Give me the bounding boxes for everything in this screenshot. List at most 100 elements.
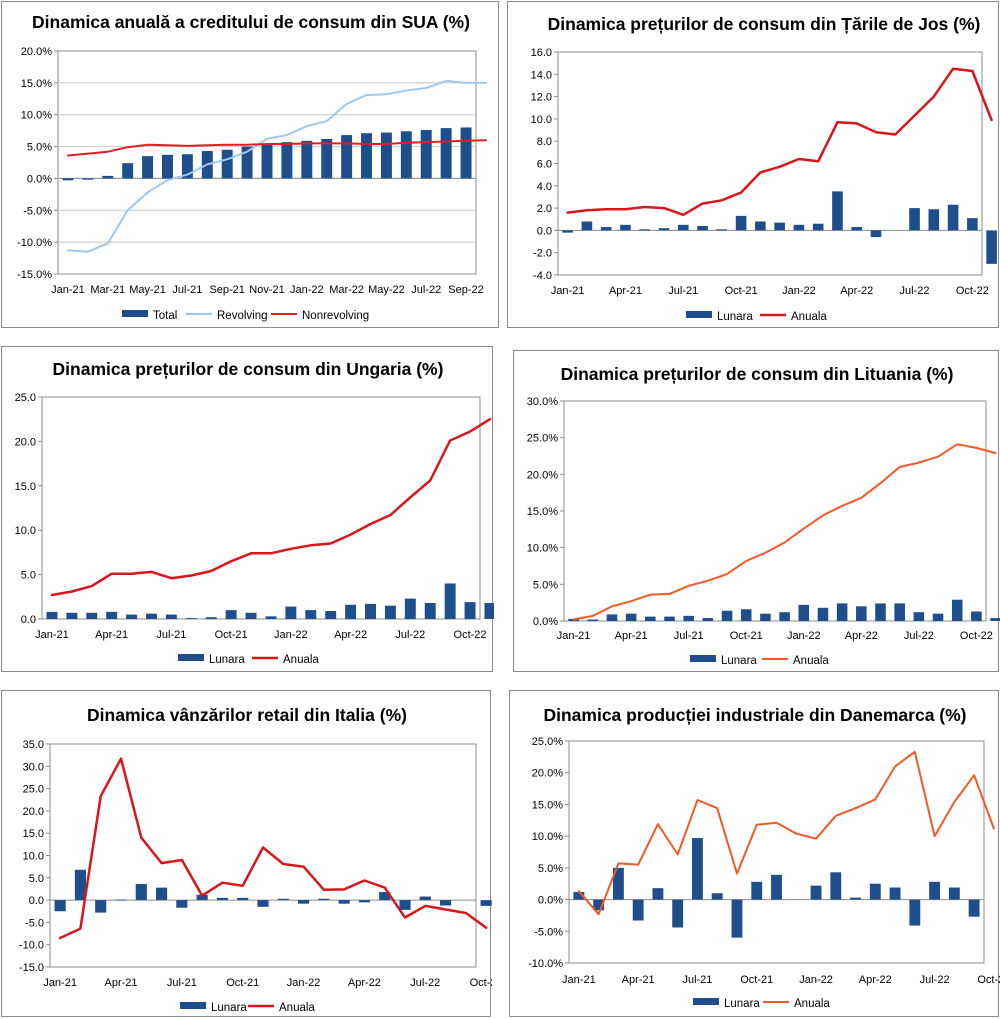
x-tick-label: Oct-21	[730, 630, 763, 642]
bar	[731, 899, 743, 938]
bar	[358, 900, 371, 903]
bar	[894, 603, 905, 621]
y-tick-label: -10.0%	[528, 958, 563, 970]
y-tick-label: 20.0%	[532, 768, 563, 780]
bar	[812, 223, 824, 231]
bar	[606, 614, 618, 621]
bar	[424, 603, 436, 619]
y-tick-label: 14.0	[531, 69, 552, 81]
y-tick-label: 5.0%	[27, 142, 52, 154]
bar	[793, 224, 805, 231]
bar	[573, 891, 585, 900]
x-tick-label: Oct-22	[454, 629, 487, 641]
bar	[735, 215, 747, 231]
x-tick-label: Jul-22	[900, 285, 930, 297]
x-tick-label: Jul-22	[920, 974, 950, 986]
y-tick-label: -4.0	[533, 270, 552, 282]
bar	[281, 142, 293, 179]
x-tick-label: Jan-22	[782, 285, 816, 297]
legend-label: Anuala	[791, 311, 827, 323]
legend: Lunara Anuala	[693, 998, 830, 1010]
bar	[95, 900, 107, 913]
y-tick-label: -2.0	[533, 248, 552, 260]
plot-frame	[563, 400, 987, 622]
bar	[225, 610, 237, 619]
bar	[856, 606, 867, 621]
chart-panel-danemarca: Dinamica producției industriale din Dane…	[509, 690, 1000, 1017]
y-tick-label: 5.0%	[538, 863, 563, 875]
y-tick-label: 20.0	[15, 436, 36, 448]
y-tick-label: 20.0	[23, 806, 44, 818]
bar	[480, 900, 492, 906]
bar	[851, 227, 863, 231]
bar	[102, 175, 114, 179]
chart-title: Dinamica anuală a creditului de consum d…	[32, 12, 470, 32]
bar	[54, 900, 66, 912]
series-line-anuala	[577, 750, 995, 916]
bar	[338, 900, 350, 904]
y-tick-label: 15.0%	[532, 799, 563, 811]
x-tick-label: Apr-22	[840, 285, 873, 297]
bar	[850, 897, 861, 900]
x-tick-label: Mar-22	[329, 284, 364, 296]
y-tick-label: 15.0	[15, 481, 36, 493]
bar	[870, 230, 882, 238]
legend-label: Anuala	[794, 998, 830, 1010]
x-tick-label: Jan-21	[51, 284, 85, 296]
legend-swatch	[693, 998, 719, 1005]
bar	[740, 609, 752, 621]
x-tick-label: Jul-21	[167, 977, 197, 989]
bar	[948, 887, 960, 900]
x-tick-label: May-21	[129, 284, 166, 296]
x-tick-label: Apr-21	[609, 285, 642, 297]
y-tick-label: 0.0	[21, 614, 36, 626]
bar	[612, 867, 624, 900]
bar	[909, 899, 921, 926]
chart-panel-lituania: Dinamica prețurilor de consum din Lituan…	[513, 350, 1000, 672]
bar	[237, 897, 249, 901]
bar	[755, 221, 766, 231]
bar	[658, 228, 670, 231]
y-tick-label: 6.0	[537, 159, 552, 171]
y-tick-label: 0.0%	[27, 173, 52, 185]
bar	[399, 900, 411, 910]
bar	[947, 204, 959, 231]
bar	[257, 900, 269, 907]
legend: Lunara Anuala	[686, 311, 827, 323]
bar	[162, 154, 173, 179]
bar	[600, 227, 612, 231]
plot-area: 25.0% 20.0% 15.0% 10.0% 5.0% 0.0% -5.0% -10.0% J…	[528, 736, 1000, 986]
y-tick-label: -15.0	[19, 962, 44, 974]
bar	[185, 618, 197, 619]
x-tick-label: Jul-22	[411, 284, 441, 296]
bar	[464, 602, 476, 619]
y-tick-label: 25.0%	[527, 433, 558, 445]
y-tick-label: 15.0%	[21, 78, 52, 90]
chart-panel-tarile-de-jos: Dinamica prețurilor de consum din Țările…	[507, 1, 999, 328]
bar	[830, 872, 842, 900]
y-tick-label: 30.0%	[527, 396, 558, 408]
bar	[66, 612, 78, 619]
bar	[115, 899, 127, 901]
bar	[176, 900, 188, 908]
x-tick-label: Oct-22	[977, 974, 1000, 986]
bar	[716, 229, 728, 231]
series-line-anuala	[572, 443, 997, 621]
legend-swatch	[122, 310, 148, 317]
y-tick-label: 10.0	[531, 114, 552, 126]
bar	[444, 583, 456, 619]
bar	[692, 838, 703, 900]
y-tick-label: 25.0%	[532, 736, 563, 748]
y-tick-label: 12.0	[531, 92, 552, 104]
bar	[751, 881, 763, 900]
bar	[86, 612, 98, 619]
plot-frame	[41, 396, 481, 620]
chart-title: Dinamica vânzărilor retail din Italia (%…	[87, 705, 407, 725]
y-tick-label: 10.0%	[21, 110, 52, 122]
bar	[664, 616, 675, 621]
legend: Lunara Anuala	[178, 654, 319, 666]
bar	[774, 222, 785, 231]
series-line-anuala	[58, 757, 488, 940]
y-tick-label: 20.0%	[21, 46, 52, 58]
bar	[439, 900, 452, 906]
